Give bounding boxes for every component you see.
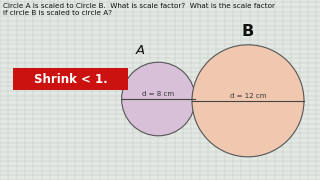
Ellipse shape	[192, 45, 304, 157]
Bar	[13, 68, 128, 90]
Text: Circle A is scaled to Circle B.  What is scale factor?  What is the scale factor: Circle A is scaled to Circle B. What is …	[3, 3, 275, 16]
Text: d = 12 cm: d = 12 cm	[230, 93, 266, 99]
Ellipse shape	[122, 62, 195, 136]
Text: A: A	[135, 44, 145, 57]
Text: d = 8 cm: d = 8 cm	[142, 91, 174, 97]
Text: Shrink < 1.: Shrink < 1.	[34, 73, 107, 86]
Text: B: B	[242, 24, 254, 39]
